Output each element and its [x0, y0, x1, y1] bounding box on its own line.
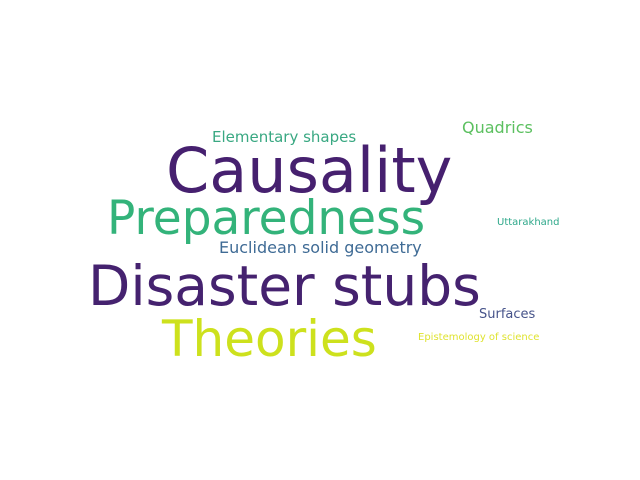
word-uttarakhand: Uttarakhand — [497, 217, 560, 228]
word-quadrics: Quadrics — [462, 118, 533, 137]
word-surfaces: Surfaces — [479, 307, 536, 322]
word-theories: Theories — [162, 310, 377, 368]
word-elementary-shapes: Elementary shapes — [212, 128, 357, 146]
word-epistemology-of-science: Epistemology of science — [418, 332, 540, 343]
word-euclidean-solid-geometry: Euclidean solid geometry — [219, 238, 422, 257]
word-preparedness: Preparedness — [107, 191, 426, 246]
word-disaster-stubs: Disaster stubs — [88, 254, 481, 318]
word-causality: Causality — [166, 134, 453, 207]
